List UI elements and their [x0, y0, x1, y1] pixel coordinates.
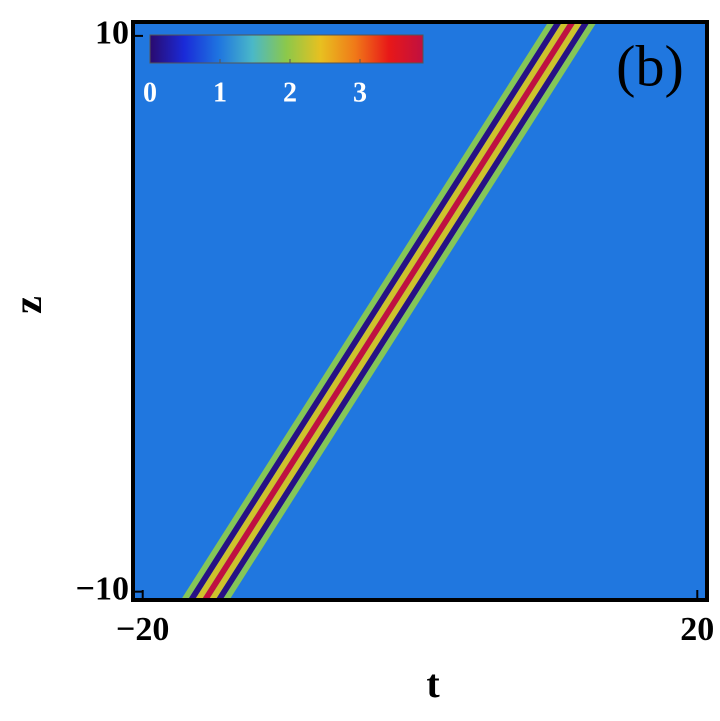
x-tick-label: 20 [680, 611, 714, 648]
y-axis-label: z [5, 296, 50, 314]
colorbar-tick-label: 2 [283, 77, 297, 108]
x-tick-label: −20 [116, 611, 169, 648]
plot-background [133, 22, 707, 600]
density-stripe [208, 22, 583, 600]
colorbar: 0 1 2 3 [143, 34, 424, 108]
colorbar-tick-label: 3 [353, 77, 367, 108]
density-stripe [222, 22, 597, 600]
colorbar-scale [149, 34, 424, 64]
density-stripe [215, 22, 590, 600]
plot-frame [131, 20, 709, 602]
density-field [180, 22, 597, 600]
y-tick-label: 10 [95, 15, 129, 52]
density-stripe [194, 22, 570, 600]
density-stripe [201, 22, 576, 600]
colorbar-tick-label: 1 [213, 77, 227, 108]
density-stripe [180, 22, 556, 600]
x-axis-label: t [426, 661, 440, 706]
colorbar-tick-label: 0 [143, 77, 157, 108]
density-stripe [187, 22, 563, 600]
panel-label: (b) [616, 33, 684, 98]
y-tick-label: −10 [76, 570, 129, 607]
